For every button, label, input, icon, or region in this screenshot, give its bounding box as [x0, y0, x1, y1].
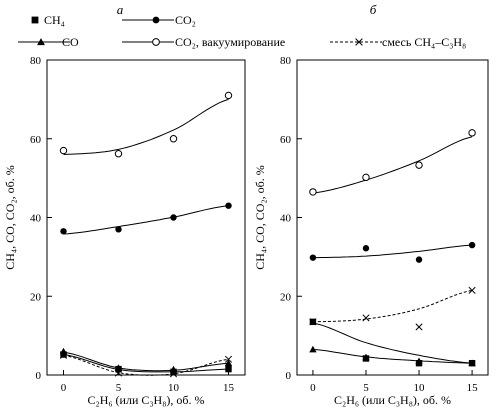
legend-label-co2-vac: CO₂, вакуумирование [175, 35, 285, 49]
series-ch [309, 318, 476, 367]
panel-letter: а [117, 2, 124, 17]
data-point-смесь-ch-c-h [468, 286, 476, 294]
fit-line-ch [63, 354, 229, 373]
series-смесь-ch-c-h [309, 286, 476, 331]
data-point-co-вакуумирование [224, 91, 233, 100]
data-point-co-вакуумирование [468, 129, 476, 137]
y-tick-label: 80 [30, 55, 42, 67]
data-point-co [309, 254, 317, 261]
data-point-ch [115, 365, 122, 373]
data-point-co-вакуумирование [169, 135, 178, 143]
plot-frame [296, 59, 489, 376]
data-point-co [225, 202, 232, 209]
fit-line-co-вакуумирование [63, 98, 229, 155]
plot-frame [46, 59, 246, 376]
series-co [309, 241, 476, 263]
data-point-смесь-ch-c-h [169, 370, 178, 378]
fit-line-смесь-ch-c-h [312, 289, 473, 323]
legend-entry-mix: смесь CH₄–C₃H₈ [330, 35, 466, 49]
legend-marker-co2-vac [152, 38, 160, 46]
data-point-ch [468, 359, 476, 367]
fit-line-co [312, 348, 473, 364]
y-axis-label: CH₄, CO, CO₂, об. % [253, 165, 267, 269]
legend-entry-co2: CO₂ [122, 13, 196, 27]
y-tick-label: 40 [280, 213, 292, 225]
series-co [309, 345, 476, 367]
y-axis-label: CH₄, CO, CO₂, об. % [3, 165, 17, 269]
legend-label-co2: CO₂ [175, 13, 196, 27]
legend-marker-mix [355, 38, 363, 46]
data-point-ch [309, 318, 317, 326]
series-co-вакуумирование [309, 129, 476, 196]
x-tick-label: 15 [467, 382, 479, 394]
data-point-смесь-ch-c-h [59, 351, 68, 359]
y-tick-label: 40 [30, 213, 42, 225]
data-point-co-вакуумирование [114, 150, 123, 158]
legend-entry-co: CO [18, 35, 79, 49]
data-point-ch [225, 365, 232, 373]
y-tick-label: 60 [30, 134, 42, 146]
data-point-co [115, 226, 122, 233]
panel-b: б 0 20 40 60 80 0 5 10 15 C₂H₆ (или C₃H₈), об. % CH… [253, 2, 489, 407]
legend: CH₄ CO₂ CO CO₂, вакуумирование смесь CH₄–C₃H… [18, 13, 466, 49]
x-tick-label: 0 [310, 382, 316, 394]
series-смесь-ch-c-h [59, 351, 233, 378]
legend-label-co: CO [62, 35, 79, 49]
data-point-смесь-ch-c-h [362, 314, 370, 322]
data-point-ch [170, 368, 177, 376]
x-tick-label: 5 [116, 382, 122, 394]
series-co [60, 202, 232, 235]
data-point-co-вакуумирование [59, 146, 68, 155]
legend-marker-ch4 [31, 16, 39, 24]
data-point-co-вакуумирование [309, 188, 317, 196]
data-point-ch [415, 359, 423, 367]
legend-entry-ch4: CH₄ [31, 13, 65, 27]
legend-label-ch4: CH₄ [44, 13, 65, 27]
data-point-co [309, 345, 317, 353]
data-point-co [170, 214, 177, 221]
x-tick-label: 5 [363, 382, 369, 394]
data-point-ch [362, 355, 370, 362]
y-tick-label: 0 [286, 370, 292, 382]
legend-marker-co2 [152, 16, 160, 24]
data-point-co [468, 241, 476, 249]
data-point-co-вакуумирование [415, 161, 423, 169]
fit-line-ch [312, 322, 473, 364]
data-point-смесь-ch-c-h [224, 355, 233, 363]
data-point-co [415, 256, 423, 263]
fit-line-смесь-ch-c-h [63, 354, 229, 376]
data-point-смесь-ch-c-h [114, 369, 123, 377]
y-tick-label: 80 [280, 55, 292, 67]
x-axis-label: C₂H₆ (или C₃H₈), об. % [88, 393, 205, 407]
legend-entry-co2-vac: CO₂, вакуумирование [122, 35, 285, 49]
data-point-ch [60, 351, 67, 358]
fit-line-co [312, 244, 473, 259]
data-point-co [362, 245, 370, 252]
y-tick-label: 20 [30, 291, 42, 303]
series-ch [60, 351, 232, 376]
legend-label-mix: смесь CH₄–C₃H₈ [382, 35, 466, 49]
panel-a: а 0 20 40 60 80 0 5 10 15 C₂H₆ (или C₃H₈), об. % CH… [3, 2, 246, 407]
series-co-вакуумирование [59, 91, 233, 158]
x-tick-label: 10 [168, 382, 180, 394]
x-tick-label: 10 [414, 382, 426, 394]
data-point-co [224, 359, 233, 367]
y-tick-label: 60 [280, 134, 292, 146]
x-tick-label: 15 [223, 382, 235, 394]
y-tick-label: 20 [280, 291, 292, 303]
panel-letter: б [370, 2, 377, 17]
data-point-co-вакуумирование [362, 173, 370, 182]
fit-line-co-вакуумирование [312, 136, 473, 194]
legend-marker-co [37, 38, 45, 46]
data-point-смесь-ch-c-h [415, 323, 423, 331]
x-tick-label: 0 [61, 382, 67, 394]
y-tick-label: 0 [36, 370, 42, 382]
x-axis-label: C₂H₆ (или C₃H₈), об. % [334, 393, 451, 407]
fit-line-co [63, 205, 229, 235]
data-point-co [60, 228, 67, 235]
